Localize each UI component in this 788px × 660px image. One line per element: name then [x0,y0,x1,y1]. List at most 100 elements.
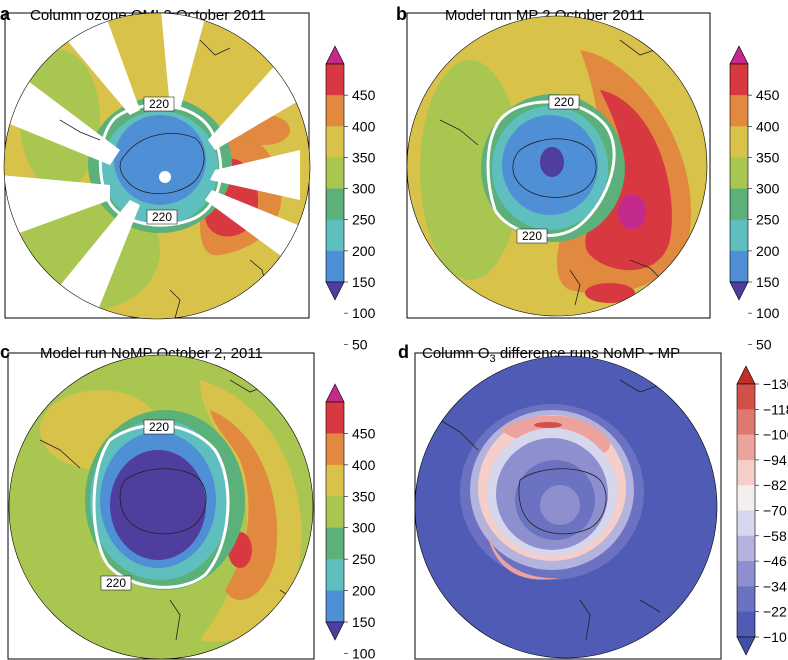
colorbar-segment [730,157,748,190]
panel-a-missing-swaths [4,13,310,319]
colorbar-tick-label: 200 [352,583,376,599]
colorbar-tick-label: −82 [763,477,787,493]
colorbar-tick-label: −118 [763,401,788,417]
colorbar-tick-label: 100 [756,305,780,321]
colorbar-segment [737,510,755,537]
colorbar-bottom-triangle [325,281,345,301]
colorbar-bottom-triangle [729,281,749,301]
panel-a-contour-labels: 220 220 [143,96,178,225]
colorbar-segment [730,219,748,252]
colorbar-segment [326,250,344,283]
colorbar-top-triangle [736,365,756,385]
colorbar-tick-label: 300 [352,181,376,197]
panel-b-contour-labels: 220 220 [516,94,580,244]
colorbar-tick-label: −58 [763,528,787,544]
colorbar-segment [326,157,344,190]
colorbar-segment [737,459,755,486]
colorbar-tick-label: −34 [763,578,787,594]
colorbar-segment [326,126,344,158]
colorbar-tick-label: 200 [756,243,780,259]
colorbar-tick-label: 100 [352,305,376,321]
colorbar-tick-label: −46 [763,553,787,569]
colorbar-tick-label: 250 [352,212,376,228]
colorbar-tick-label: 350 [352,488,376,504]
colorbar-tick-label: 200 [352,243,376,259]
colorbar-segment [737,561,755,587]
colorbar-tick-label: −22 [763,604,787,620]
colorbar-segment [730,95,748,127]
colorbar-segment [737,384,755,410]
panel-b-contour-label: 220 [522,229,542,243]
panel-b-contour-label: 220 [554,95,574,109]
colorbar-segment [326,464,344,497]
colorbar-segment [326,590,344,623]
panel-c-coastline [39,379,296,641]
panel-c-contour-220 [92,423,230,589]
panel-c-contour-label: 220 [149,420,169,434]
colorbar-tick-label: −130 [763,376,788,392]
panel-d: d Column O3 difference runs NoMP - MP −1… [398,342,788,660]
colorbar-segment [737,535,755,562]
panel-b-title: Model run MP 2 October 2011 [445,7,645,24]
colorbar-segment [326,559,344,592]
colorbar-tick-label: −70 [763,503,787,519]
colorbar-segment [737,434,755,461]
panel-c-map [9,355,313,659]
colorbar-segment [326,95,344,127]
panel-d-letter: d [398,342,409,362]
panel-b-letter: b [396,4,407,24]
colorbar-tick-label: 100 [352,645,376,660]
colorbar-tick-label: 50 [756,336,772,352]
panel-d-map [415,356,717,658]
colorbar-segment [730,126,748,158]
colorbar-tick-label: 250 [756,212,780,228]
colorbar-segment [737,485,755,511]
colorbar-d: −130 −118 −106 −94 −82 −70 −58 −46 −34 −22 −10 [736,365,788,656]
colorbar-tick-label: 300 [756,181,780,197]
colorbar-tick-label: 450 [352,87,376,103]
colorbar-tick-label: −106 [763,427,788,443]
colorbar-a: 450 400 350 300 250 200 150 100 50 [325,45,376,352]
colorbar-tick-label: 350 [756,149,780,165]
panel-d-coastline [439,379,661,641]
panel-b: b Model run MP 2 October 2011 220 220 45… [396,4,780,352]
panel-a-contour-220 [98,103,223,227]
colorbar-tick-label: 450 [756,87,780,103]
colorbar-tick-label: 450 [352,425,376,441]
colorbar-tick-label: 150 [352,614,376,630]
colorbar-segment [326,188,344,221]
colorbar-segment [737,409,755,436]
colorbar-tick-label: 300 [352,520,376,536]
panel-a: a Column ozone OMI 2 October 2011 [0,4,376,352]
panel-c-contour-label: 220 [106,576,126,590]
panel-d-title-subscript: 3 [490,353,496,365]
colorbar-segment [326,433,344,466]
colorbar-tick-label: 150 [352,274,376,290]
panel-c-contour-labels: 220 220 [100,419,175,591]
colorbar-segment [326,527,344,560]
colorbar-bottom-triangle [325,621,345,641]
colorbar-tick-label: 350 [352,149,376,165]
colorbar-segment [737,586,755,613]
colorbar-segment [326,496,344,529]
colorbar-segment [730,188,748,221]
colorbar-segment [326,219,344,252]
colorbar-tick-label: 400 [352,457,376,473]
colorbar-tick-label: 250 [352,551,376,567]
colorbar-segment [326,402,344,434]
colorbar-segment [730,64,748,96]
panel-c-letter: c [0,342,10,362]
panel-a-contour-label: 220 [152,210,172,224]
panel-a-contour-label: 220 [149,97,169,111]
colorbar-tick-label: −10 [763,629,787,645]
colorbar-tick-label: −94 [763,452,787,468]
colorbar-bottom-triangle [736,636,756,656]
colorbar-segment [730,250,748,283]
colorbar-tick-label: 400 [352,118,376,134]
colorbar-segment [326,64,344,96]
colorbar-tick-label: 400 [756,118,780,134]
colorbar-top-triangle [729,45,749,65]
colorbar-top-triangle [325,45,345,65]
